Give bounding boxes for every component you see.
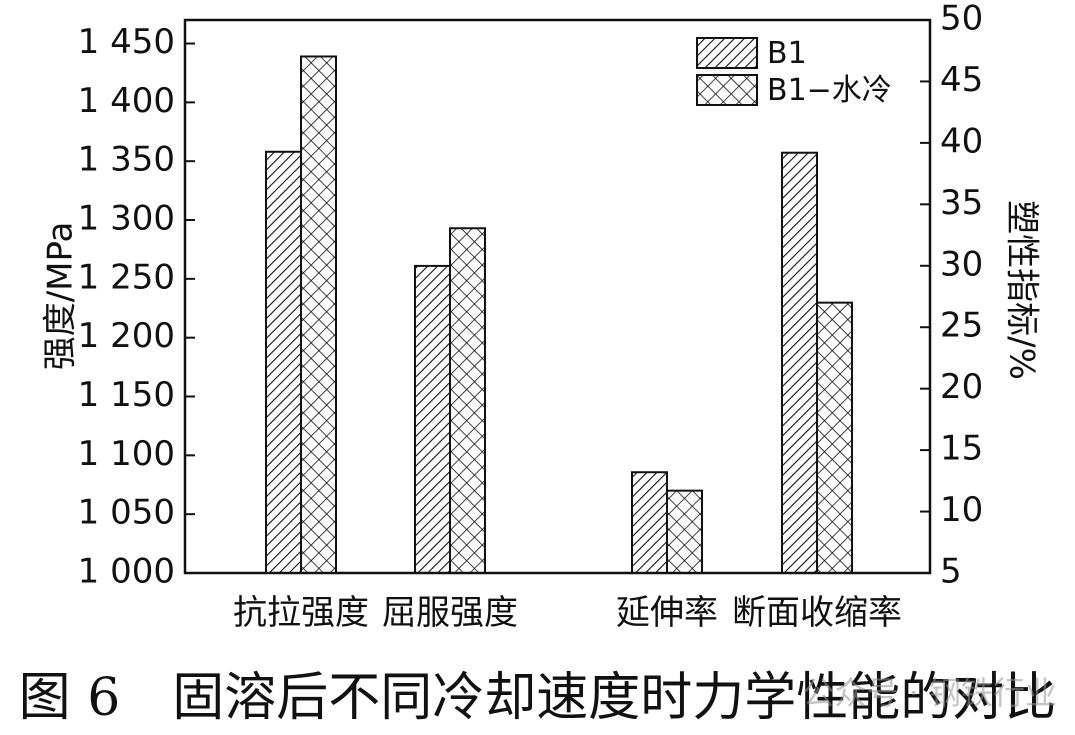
right-axis-label: 塑性指标/% [1002, 200, 1042, 380]
bar-b1-water-2 [666, 489, 703, 575]
right-tick-label: 15 [940, 429, 983, 469]
left-tick-label: 1 200 [78, 316, 175, 356]
right-tick-label: 35 [940, 183, 983, 223]
right-tick-label: 10 [940, 490, 983, 530]
category-label: 延伸率 [616, 593, 718, 633]
legend-swatch-b1-water [696, 74, 758, 106]
left-axis-label: 强度/MPa [41, 222, 81, 371]
right-tick-label: 50 [940, 0, 983, 39]
left-tick-label: 1 350 [78, 140, 175, 180]
watermark: 公众号 · 钢铁行业 [802, 674, 1057, 712]
left-tick-label: 1 150 [78, 375, 175, 415]
figure-caption: 图 6 固溶后不同冷却速度时力学性能的对比 [0, 654, 1075, 730]
legend-label-b1-water: B1−水冷 [767, 73, 892, 108]
legend: B1 B1−水冷 [696, 36, 892, 108]
right-tick-label: 25 [940, 306, 983, 346]
left-tick-label: 1 450 [78, 22, 175, 62]
figure-number: 图 6 [18, 667, 121, 728]
bar-b1-3 [781, 151, 818, 574]
right-tick-label: 5 [940, 552, 962, 592]
category-label: 抗拉强度 [233, 593, 369, 633]
right-tick-label: 40 [940, 121, 983, 161]
figure-title: 固溶后不同冷却速度时力学性能的对比 [172, 667, 1057, 728]
bar-b1-1 [414, 264, 451, 574]
category-label: 屈服强度 [382, 593, 518, 633]
bar-b1-2 [631, 471, 668, 574]
left-tick-label: 1 250 [78, 257, 175, 297]
plot-frame [183, 18, 932, 575]
left-tick-label: 1 050 [78, 493, 175, 533]
bar-b1-water-0 [300, 55, 337, 574]
bar-b1-water-3 [816, 301, 853, 574]
left-tick-label: 1 000 [78, 552, 175, 592]
left-tick-label: 1 400 [78, 81, 175, 121]
left-tick-label: 1 100 [78, 434, 175, 474]
chart-container: 1 000 1 050 1 100 1 150 1 200 1 250 1 300 1 350… [41, 0, 1042, 633]
legend-label-b1: B1 [767, 36, 807, 71]
category-label: 断面收缩率 [732, 593, 902, 633]
left-tick-label: 1 300 [78, 199, 175, 239]
bar-chart: 1 000 1 050 1 100 1 150 1 200 1 250 1 300 1 350… [41, 0, 1042, 633]
right-tick-label: 20 [940, 367, 983, 407]
bar-b1-0 [265, 150, 302, 574]
bar-b1-water-1 [449, 227, 486, 574]
legend-swatch-b1 [696, 37, 758, 69]
right-tick-label: 45 [940, 60, 983, 100]
right-tick-label: 30 [940, 244, 983, 284]
